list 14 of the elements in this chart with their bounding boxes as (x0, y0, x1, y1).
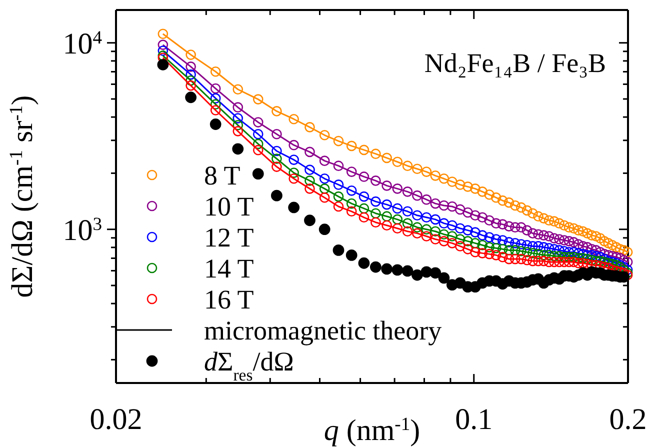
legend-label: 12 T (204, 222, 254, 252)
legend-label: 14 T (204, 253, 254, 284)
x-tick-label: 0.2 (609, 403, 647, 436)
text: Nd₂Fe₁₄B / Fe₃B (424, 48, 606, 78)
y-tick-label: 10$^{4}$ (62, 26, 102, 60)
legend-label: 16 T (204, 284, 254, 314)
legend-label: 10 T (204, 191, 254, 222)
x-axis-title: q (nm$^{-1}$) (324, 414, 420, 447)
x-tick-label: 0.02 (90, 403, 142, 436)
annotation: micromagnetic theory (204, 315, 442, 346)
legend-label: 8 T (204, 160, 241, 190)
legend-label: dΣ$_{res}$/dΩ (204, 346, 294, 384)
x-tick-label: 0.1 (455, 403, 493, 436)
y-tick-label: 10$^{3}$ (62, 213, 102, 247)
